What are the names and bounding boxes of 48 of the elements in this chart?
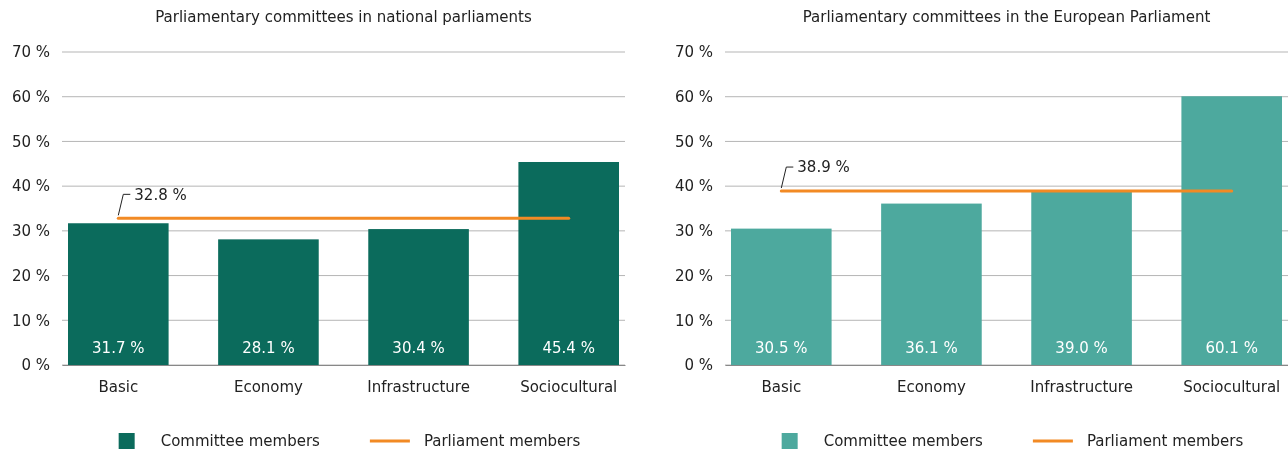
data-label: 28.1 % (242, 339, 295, 357)
annotation: 32.8 % (134, 185, 187, 204)
x-tick-label: Basic (98, 378, 139, 396)
legend-label: Committee members (160, 432, 321, 451)
y-tick-label: 60 % (11, 87, 50, 106)
data-label: 36.1 % (905, 339, 958, 357)
y-tick-label: 10 % (674, 311, 713, 330)
bar (1181, 96, 1282, 365)
legend-label: Committee members (823, 432, 984, 451)
bar (881, 203, 982, 365)
data-label: 60.1 % (1205, 339, 1258, 357)
y-tick-label: 20 % (674, 266, 713, 285)
y-tick-label: 0 % (684, 356, 713, 375)
y-tick-label: 0 % (21, 356, 50, 375)
legend-label: Parliament members (423, 432, 581, 451)
y-tick-label: 10 % (11, 311, 50, 330)
legend-label: Parliament members (1086, 432, 1244, 451)
bar (1031, 190, 1132, 365)
bar (518, 162, 619, 365)
data-label: 39.0 % (1055, 339, 1108, 357)
bar (368, 229, 469, 365)
data-label: 45.4 % (542, 339, 595, 357)
x-tick-label: Sociocultural (520, 378, 618, 396)
x-tick-label: Infrastructure (1030, 378, 1133, 396)
x-tick-label: Economy (896, 378, 967, 396)
y-tick-label: 50 % (674, 132, 713, 151)
chart-title: Parliamentary committees in the European Parliament (802, 8, 1211, 26)
y-tick-label: 30 % (11, 222, 50, 241)
y-tick-label: 50 % (11, 132, 50, 151)
chart-title: Parliamentary committees in national parliaments (155, 8, 532, 26)
y-tick-label: 30 % (674, 222, 713, 241)
x-tick-label: Economy (233, 378, 304, 396)
y-tick-label: 40 % (674, 177, 713, 196)
bar (218, 239, 319, 365)
y-tick-label: 20 % (11, 266, 50, 285)
y-tick-label: 70 % (674, 43, 713, 62)
annotation: 38.9 % (797, 158, 850, 177)
data-label: 30.4 % (392, 339, 445, 357)
bar (68, 223, 169, 365)
bar (731, 228, 832, 365)
data-label: 31.7 % (92, 339, 145, 357)
x-tick-label: Sociocultural (1183, 378, 1281, 396)
y-tick-label: 60 % (674, 87, 713, 106)
x-tick-label: Basic (761, 378, 802, 396)
y-tick-label: 70 % (11, 43, 50, 62)
x-tick-label: Infrastructure (367, 378, 470, 396)
data-label: 30.5 % (755, 339, 808, 357)
y-tick-label: 40 % (11, 177, 50, 196)
